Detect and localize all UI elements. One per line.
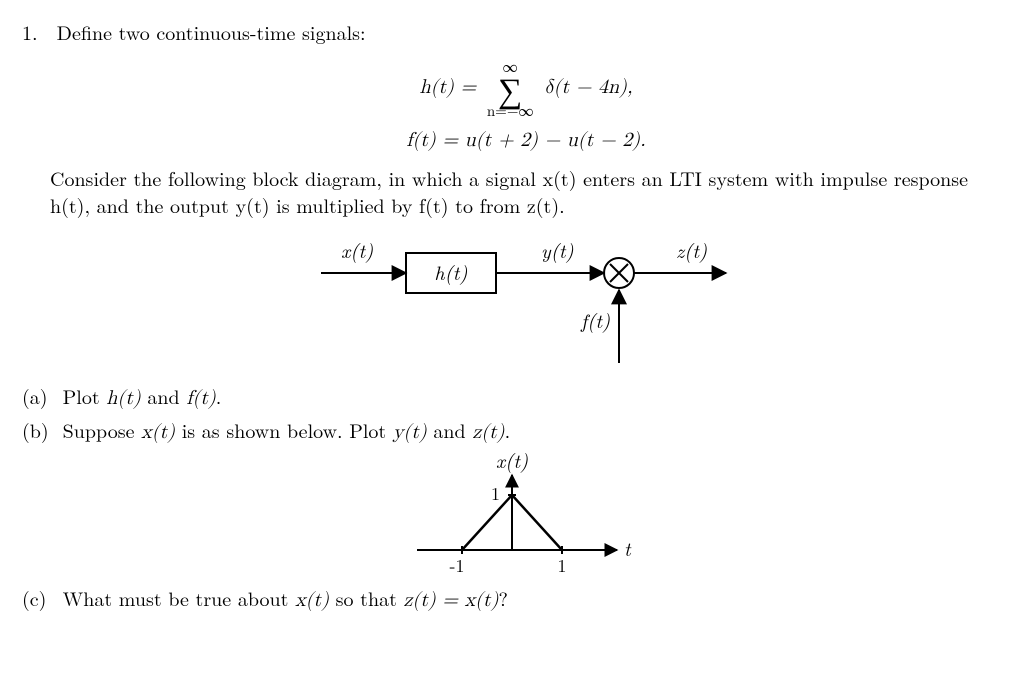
question-prompt: Define two continuous-time signals: <box>57 18 997 45</box>
part-b-mid: is as shown below. Plot <box>175 415 393 444</box>
f-eq: f(t) = u(t + 2) − u(t − 2). <box>406 130 645 150</box>
summation-icon: ∞ ∑ n=−∞ <box>487 59 534 118</box>
part-c: (c) What must be true about x(t) so that… <box>22 584 1002 614</box>
part-c-label: (c) <box>22 584 56 611</box>
part-a-mid: and <box>141 381 187 410</box>
sum-lower: n=−∞ <box>487 103 534 118</box>
h-right: δ(t − 4n), <box>544 77 632 97</box>
sigma-icon: ∑ <box>487 74 534 103</box>
part-c-m1: x(t) <box>295 590 329 610</box>
triangle-plot-svg: x(t) t -1 1 1 <box>362 450 662 580</box>
diagram-z-label: z(t) <box>676 235 707 264</box>
part-b-m2: y(t) <box>393 422 427 442</box>
triangle-title: x(t) <box>496 450 528 474</box>
part-b: (b) Suppose x(t) is as shown below. Plot… <box>22 416 1002 446</box>
part-c-text1: What must be true about <box>63 583 295 612</box>
equation-h: h(t) = ∞ ∑ n=−∞ δ(t − 4n), <box>50 59 1002 118</box>
part-b-label: (b) <box>22 416 56 443</box>
part-c-m2: z(t) = x(t) <box>404 590 499 610</box>
subparts: (a) Plot h(t) and f(t). (b) Suppose x(t)… <box>22 382 1002 614</box>
question-line: 1. Define two continuous-time signals: <box>22 18 1002 45</box>
part-a-after: . <box>216 381 222 410</box>
triangle-plot: x(t) t -1 1 1 <box>22 450 1002 580</box>
question-number: 1. <box>22 18 50 45</box>
triangle-tick-neg1: -1 <box>450 553 465 578</box>
part-a: (a) Plot h(t) and f(t). <box>22 382 1002 412</box>
h-left: h(t) = <box>419 77 476 97</box>
diagram-h-label: h(t) <box>434 257 467 286</box>
para-text: Consider the following block diagram, in… <box>50 163 968 219</box>
part-a-m2: f(t) <box>186 388 215 408</box>
part-a-text1: Plot <box>63 381 107 410</box>
part-b-m1: x(t) <box>141 422 175 442</box>
diagram-x-label: x(t) <box>341 235 373 264</box>
part-c-mid: so that <box>329 583 404 612</box>
part-b-text1: Suppose <box>63 415 141 444</box>
diagram-y-label: y(t) <box>541 235 574 264</box>
diagram-f-label: f(t) <box>580 305 610 334</box>
triangle-peak-label: 1 <box>491 481 500 506</box>
triangle-t-label: t <box>624 533 632 562</box>
triangle-tick-1: 1 <box>558 553 567 578</box>
block-diagram-paragraph: Consider the following block diagram, in… <box>50 164 1002 218</box>
part-a-label: (a) <box>22 382 56 409</box>
block-diagram: x(t) h(t) y(t) z(t) f(t) <box>50 228 1002 378</box>
part-b-mid2: and <box>427 415 473 444</box>
part-c-after: ? <box>499 583 508 612</box>
equation-f: f(t) = u(t + 2) − u(t − 2). <box>50 124 1002 154</box>
part-b-m3: z(t) <box>472 422 504 442</box>
block-diagram-svg: x(t) h(t) y(t) z(t) f(t) <box>286 228 766 378</box>
part-a-m1: h(t) <box>106 388 140 408</box>
page: 1. Define two continuous-time signals: h… <box>0 0 1024 683</box>
equations-block: h(t) = ∞ ∑ n=−∞ δ(t − 4n), f(t) = u(t + … <box>50 59 1002 154</box>
part-b-after: . <box>505 415 511 444</box>
